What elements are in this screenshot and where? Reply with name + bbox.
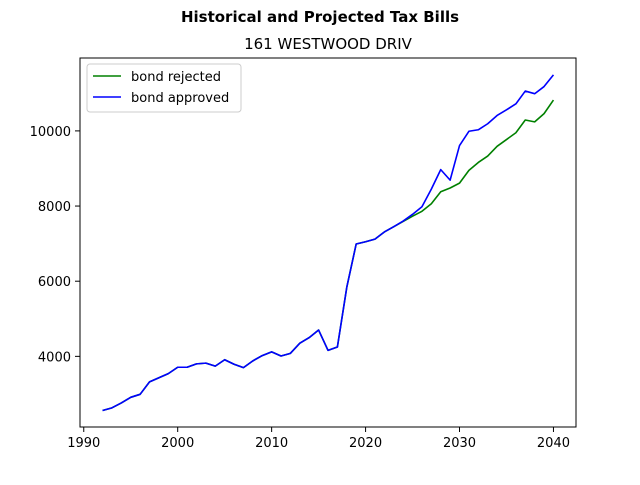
chart-suptitle: Historical and Projected Tax Bills <box>181 8 459 26</box>
legend-label-bond-approved: bond approved <box>131 91 229 106</box>
x-axis: 1990 2000 2010 2020 2030 2040 <box>67 427 570 451</box>
legend: bond rejected bond approved <box>86 63 242 113</box>
legend-box <box>86 63 242 113</box>
x-tick-label: 2000 <box>161 436 194 451</box>
plot-frame <box>79 57 577 428</box>
y-tick-label: 6000 <box>38 275 71 290</box>
x-tick-label: 2040 <box>537 436 570 451</box>
x-tick-label: 1990 <box>67 436 100 451</box>
y-axis: 4000 6000 8000 10000 <box>30 125 80 365</box>
series-line-bond-rejected <box>102 99 555 412</box>
legend-label-bond-rejected: bond rejected <box>131 70 221 85</box>
y-tick-label: 4000 <box>38 350 71 365</box>
y-tick-label: 10000 <box>30 125 71 140</box>
x-tick-label: 2030 <box>443 436 476 451</box>
x-tick-label: 2010 <box>255 436 288 451</box>
x-tick-label: 2020 <box>349 436 382 451</box>
plot-area <box>102 74 555 412</box>
y-tick-label: 8000 <box>38 200 71 215</box>
chart-title: 161 WESTWOOD DRIV <box>244 35 413 53</box>
series-line-bond-approved <box>102 74 555 412</box>
